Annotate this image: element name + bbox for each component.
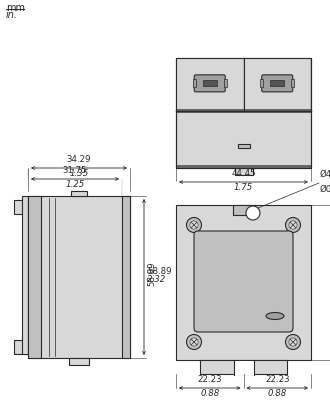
Bar <box>177 59 243 110</box>
Text: Ø0.19: Ø0.19 <box>320 185 330 194</box>
Circle shape <box>285 334 301 350</box>
Circle shape <box>186 218 202 232</box>
Bar <box>200 360 287 374</box>
Circle shape <box>190 221 198 229</box>
Bar <box>71 191 87 196</box>
Text: 1.25: 1.25 <box>65 180 84 189</box>
Text: 58.89: 58.89 <box>147 262 156 286</box>
Text: 1.35: 1.35 <box>69 169 89 178</box>
Bar <box>122 196 130 358</box>
Bar <box>14 200 28 214</box>
Bar <box>224 79 227 87</box>
Bar <box>291 79 294 87</box>
Circle shape <box>246 206 260 220</box>
FancyBboxPatch shape <box>194 75 225 92</box>
FancyBboxPatch shape <box>194 231 293 332</box>
Text: 0.88: 0.88 <box>268 389 287 398</box>
Circle shape <box>289 338 297 346</box>
Bar <box>233 205 254 215</box>
Text: 58.89: 58.89 <box>147 268 172 276</box>
Text: 31.75: 31.75 <box>63 166 87 175</box>
Circle shape <box>190 338 198 346</box>
Bar <box>22 196 28 354</box>
FancyBboxPatch shape <box>262 75 293 92</box>
Bar <box>238 144 249 148</box>
Bar <box>176 58 311 168</box>
Text: 34.29: 34.29 <box>67 155 91 164</box>
Text: Ø4.9: Ø4.9 <box>320 170 330 179</box>
Circle shape <box>285 218 301 232</box>
Bar <box>28 196 130 358</box>
Bar <box>245 59 310 110</box>
Circle shape <box>186 334 202 350</box>
Bar <box>176 58 311 111</box>
Text: 1.75: 1.75 <box>234 183 253 192</box>
Bar <box>203 80 217 86</box>
Bar <box>260 79 263 87</box>
Text: 2.32: 2.32 <box>147 276 166 284</box>
Circle shape <box>289 221 297 229</box>
Ellipse shape <box>266 312 284 320</box>
Text: 22.23: 22.23 <box>265 375 289 384</box>
Bar <box>176 165 311 168</box>
Text: 22.23: 22.23 <box>197 375 222 384</box>
Bar <box>176 111 311 168</box>
Text: mm: mm <box>6 3 25 13</box>
Bar <box>234 361 253 375</box>
Bar <box>270 80 284 86</box>
Text: 44.45: 44.45 <box>231 169 256 178</box>
Bar <box>69 358 89 365</box>
Bar <box>176 205 311 360</box>
Bar <box>193 79 196 87</box>
Bar <box>235 168 252 175</box>
Bar <box>14 340 28 354</box>
Text: in.: in. <box>6 10 18 20</box>
Bar <box>28 196 41 358</box>
Bar <box>176 109 311 113</box>
Text: 0.88: 0.88 <box>200 389 219 398</box>
